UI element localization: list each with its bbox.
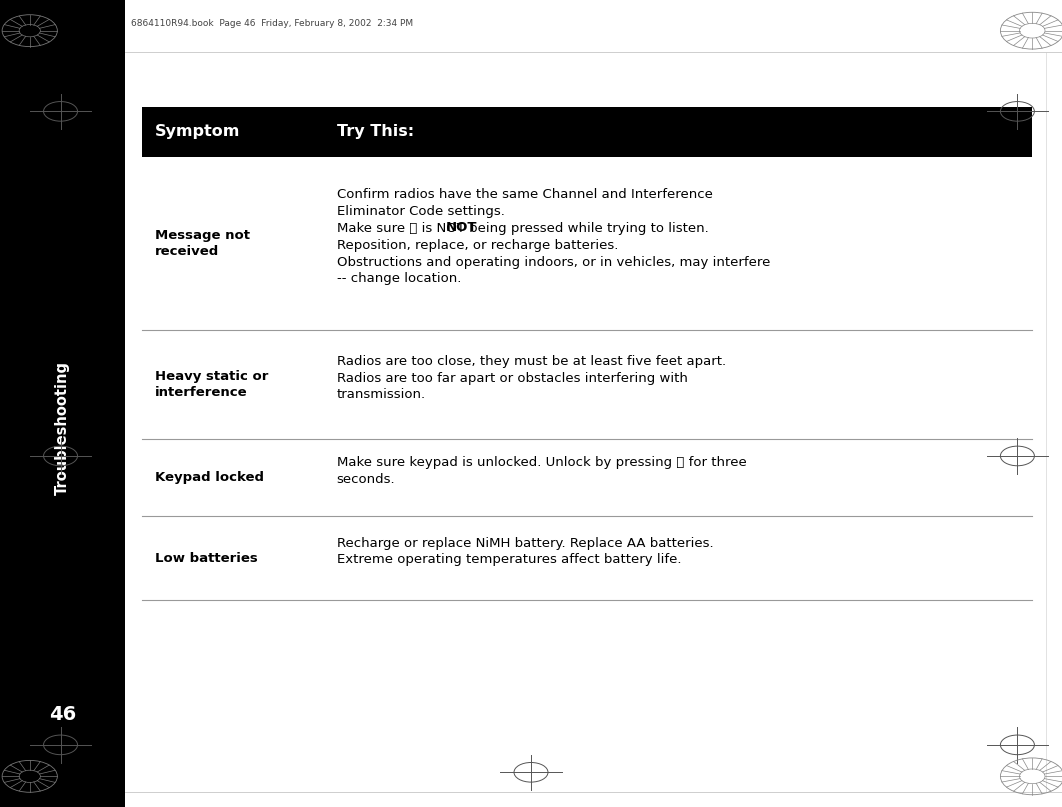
Text: Make sure keypad is unlocked. Unlock by pressing Ⓖ for three
seconds.: Make sure keypad is unlocked. Unlock by …: [337, 456, 747, 486]
Text: NOT: NOT: [445, 221, 477, 234]
Text: Keypad locked: Keypad locked: [155, 470, 264, 484]
Text: Radios are too close, they must be at least five feet apart.
Radios are too far : Radios are too close, they must be at le…: [337, 355, 725, 401]
Text: Confirm radios have the same Channel and Interference
Eliminator Code settings.
: Confirm radios have the same Channel and…: [337, 188, 770, 286]
Text: 6864110R94.book  Page 46  Friday, February 8, 2002  2:34 PM: 6864110R94.book Page 46 Friday, February…: [131, 19, 413, 28]
Text: Recharge or replace NiMH battery. Replace AA batteries.
Extreme operating temper: Recharge or replace NiMH battery. Replac…: [337, 537, 714, 567]
Text: Low batteries: Low batteries: [155, 551, 258, 565]
Text: Symptom: Symptom: [155, 124, 240, 139]
Text: Message not
received: Message not received: [155, 228, 250, 258]
Bar: [142, 107, 1032, 157]
Text: Heavy static or
interference: Heavy static or interference: [155, 370, 269, 399]
Text: 46: 46: [49, 705, 76, 724]
Text: Troubleshooting: Troubleshooting: [55, 361, 70, 495]
Text: Try This:: Try This:: [337, 124, 414, 139]
Bar: [0, 0, 125, 807]
